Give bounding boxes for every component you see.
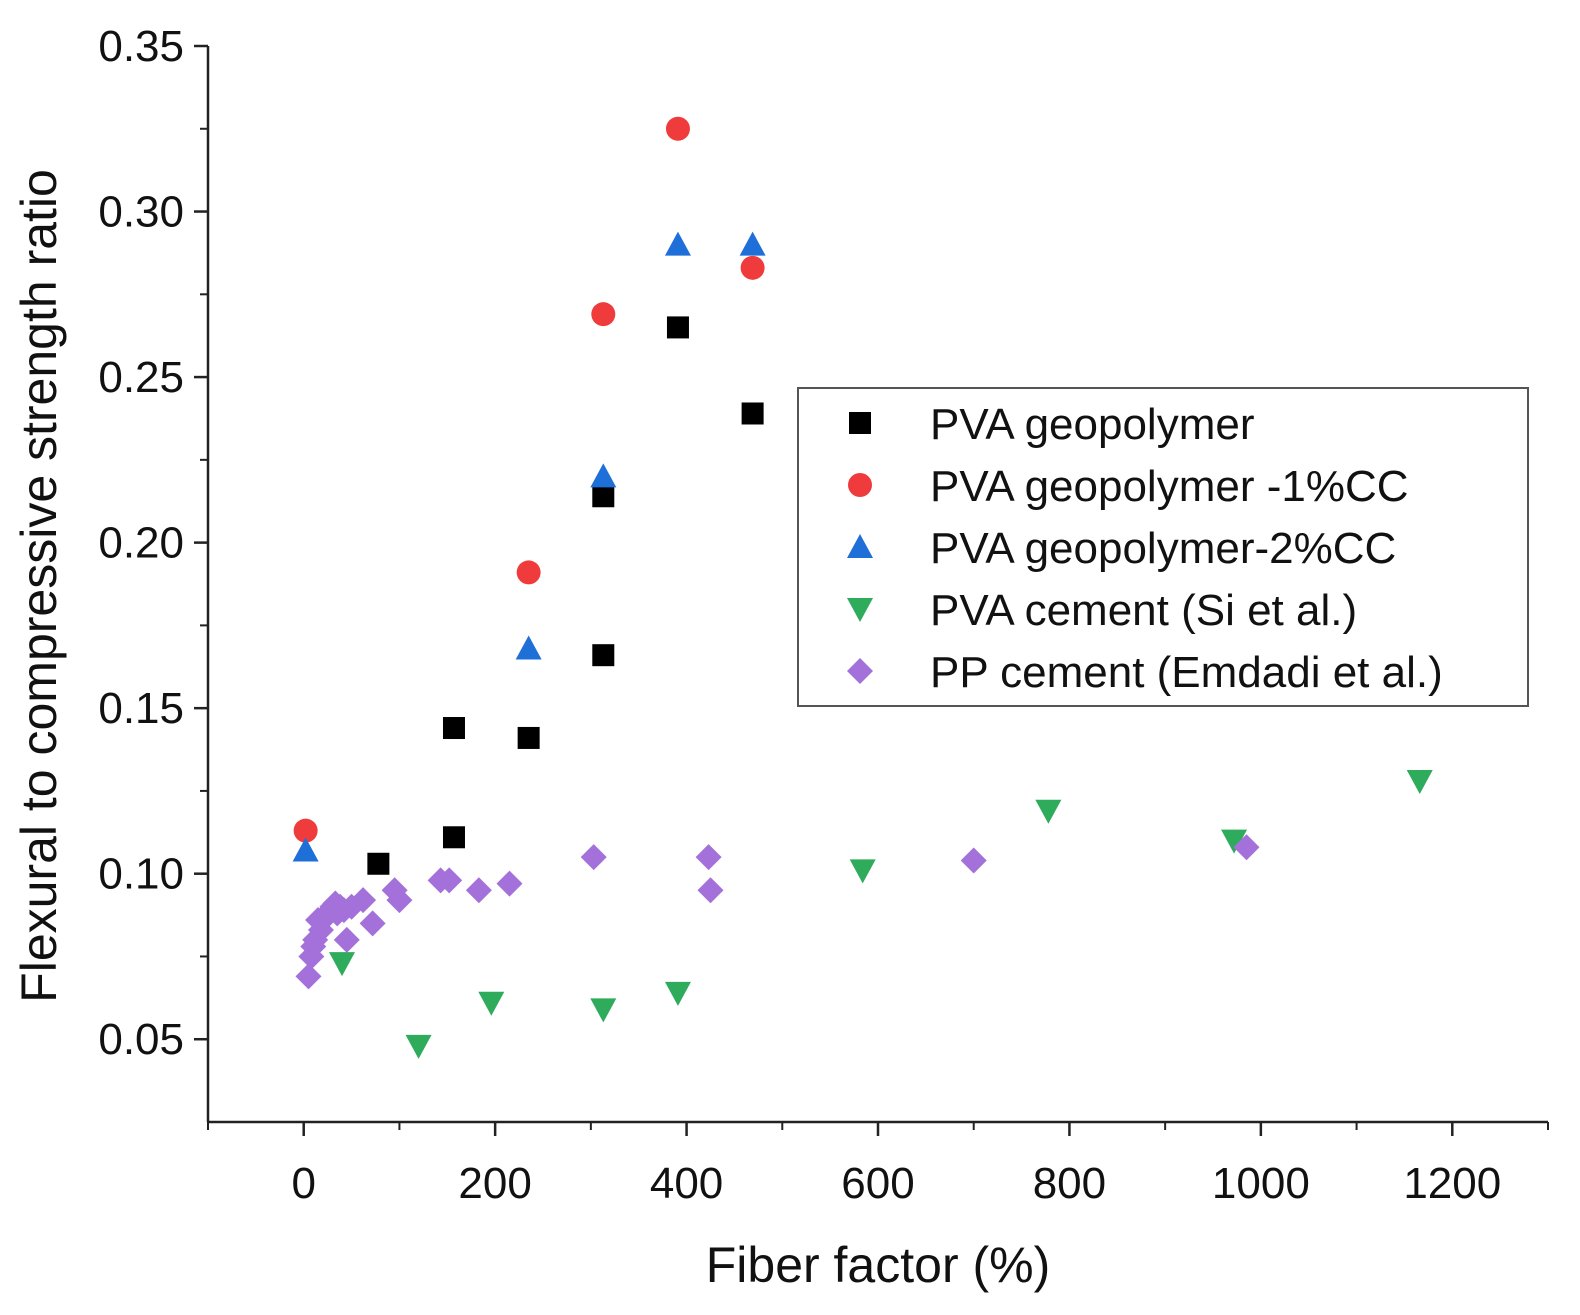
- legend-entry-label: PVA geopolymer -1%CC: [930, 462, 1409, 511]
- data-point: [367, 852, 390, 875]
- data-point: [960, 847, 987, 874]
- data-point: [664, 231, 691, 256]
- x-tick-label: 600: [841, 1159, 914, 1208]
- data-point: [478, 991, 505, 1016]
- data-point: [465, 877, 492, 904]
- data-point: [592, 644, 615, 667]
- x-tick-label: 1000: [1212, 1159, 1310, 1208]
- data-point: [329, 952, 355, 977]
- data-point: [666, 316, 689, 339]
- legend-marker: [847, 534, 873, 558]
- series-0: [367, 316, 764, 875]
- legend-box: [797, 387, 1529, 707]
- data-point: [741, 402, 764, 425]
- data-point: [1406, 769, 1433, 794]
- data-point: [515, 635, 542, 660]
- data-point: [517, 726, 540, 749]
- axes: 0 200 400 600 800 1000 1200 0.05 0.10 0.15 0.20 0.2…: [98, 22, 1549, 1208]
- x-axis-title: Fiber factor (%): [706, 1237, 1051, 1293]
- x-tick-label: 1200: [1403, 1159, 1501, 1208]
- data-point: [592, 485, 615, 508]
- legend-marker: [848, 473, 872, 497]
- legend-entry-label: PP cement (Emdadi et al.): [930, 648, 1443, 697]
- legend-marker: [847, 658, 873, 684]
- data-point: [590, 998, 617, 1023]
- data-point: [590, 463, 617, 488]
- data-point: [695, 844, 722, 871]
- data-point: [1233, 834, 1260, 861]
- data-point: [496, 870, 523, 897]
- series-4: [295, 834, 1260, 990]
- data-point: [740, 255, 765, 280]
- y-tick-label: 0.35: [98, 22, 184, 71]
- data-point: [849, 859, 876, 884]
- x-tick-label: 400: [650, 1159, 723, 1208]
- data-point: [359, 910, 386, 937]
- data-point: [697, 877, 724, 904]
- data-point: [333, 926, 360, 953]
- data-point: [664, 981, 691, 1006]
- x-tick-label: 800: [1033, 1159, 1106, 1208]
- x-tick-label: 200: [458, 1159, 531, 1208]
- data-point: [591, 302, 616, 327]
- legend-marker: [849, 412, 871, 434]
- data-point: [405, 1034, 432, 1059]
- x-tick-label: 0: [291, 1159, 315, 1208]
- y-tick-label: 0.05: [98, 1015, 184, 1064]
- legend-marker: [847, 598, 873, 622]
- data-point: [386, 887, 413, 914]
- series-2: [292, 231, 766, 862]
- data-point: [739, 231, 766, 256]
- data-point: [516, 560, 541, 585]
- data-point: [295, 963, 322, 990]
- y-tick-label: 0.10: [98, 850, 184, 899]
- series-1: [293, 116, 765, 843]
- y-tick-label: 0.15: [98, 684, 184, 733]
- y-axis-title: Flexural to compressive strength ratio: [11, 169, 67, 1003]
- data-point: [442, 717, 465, 740]
- legend-entry-label: PVA geopolymer-2%CC: [930, 524, 1396, 573]
- y-tick-label: 0.25: [98, 353, 184, 402]
- legend-entry-label: PVA geopolymer: [930, 400, 1254, 449]
- data-point: [350, 887, 377, 914]
- legend-entry-label: PVA cement (Si et al.): [930, 586, 1357, 635]
- data-point: [1035, 799, 1062, 824]
- data-point: [580, 844, 607, 871]
- y-tick-label: 0.20: [98, 519, 184, 568]
- data-point: [1221, 829, 1248, 854]
- data-point: [665, 116, 690, 141]
- data-point: [436, 867, 463, 894]
- data-points: [292, 116, 1433, 1059]
- data-point: [442, 826, 465, 849]
- data-point: [293, 818, 318, 843]
- y-tick-label: 0.30: [98, 188, 184, 237]
- data-point: [292, 837, 319, 862]
- legend: PVA geopolymer PVA geopolymer -1%CC PVA ge…: [797, 387, 1529, 707]
- series-3: [329, 769, 1433, 1059]
